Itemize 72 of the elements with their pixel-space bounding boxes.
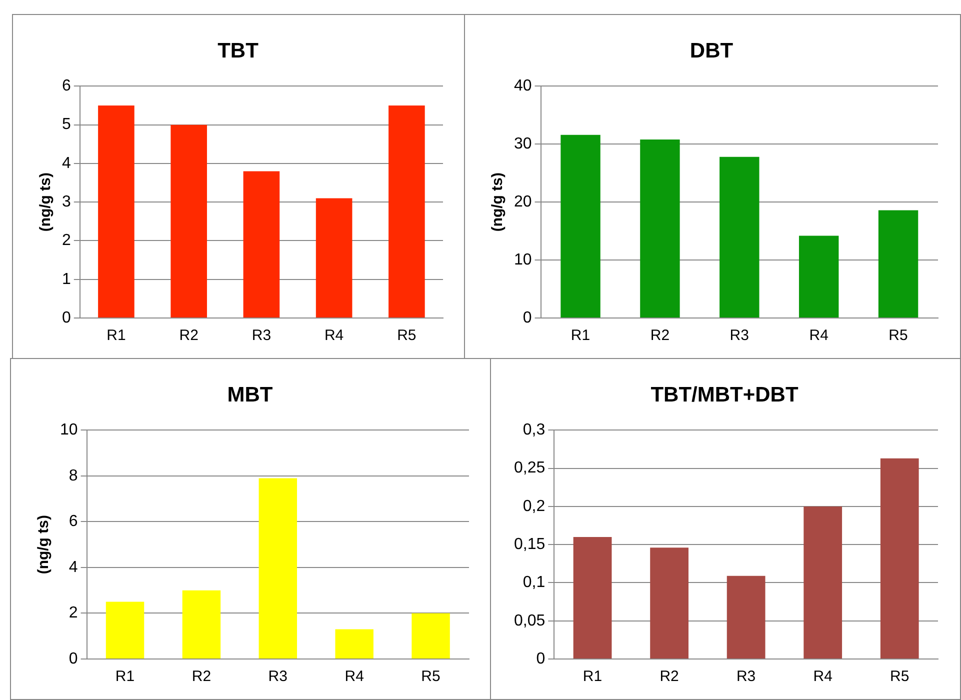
x-tick-label: R5	[421, 668, 440, 686]
y-tick-label: 6	[68, 513, 78, 530]
x-tick-label: R4	[813, 668, 832, 686]
y-tick-label: 40	[514, 78, 532, 95]
x-tick-label: R5	[888, 327, 908, 344]
bar	[640, 140, 680, 318]
chart-title: MBT	[227, 383, 273, 406]
y-tick-label: 10	[514, 251, 532, 268]
x-tick-label: R3	[736, 668, 756, 686]
y-tick-label: 20	[514, 194, 532, 211]
bar	[106, 602, 144, 658]
y-axis-title: (ng/g ts)	[35, 515, 52, 574]
x-tick-label: R1	[582, 668, 602, 686]
y-tick-label: 3	[62, 194, 71, 211]
x-tick-label: R1	[115, 668, 135, 686]
x-tick-label: R2	[192, 668, 212, 686]
bar	[316, 198, 352, 318]
bar	[98, 106, 134, 318]
x-tick-label: R4	[809, 327, 828, 344]
chart-title: TBT	[218, 39, 259, 62]
x-tick-label: R5	[397, 327, 416, 344]
bar	[170, 124, 207, 318]
y-axis-title: (ng/g ts)	[489, 172, 506, 232]
y-tick-label: 0,3	[522, 422, 546, 439]
bar	[258, 478, 298, 658]
y-tick-label: 6	[62, 78, 71, 95]
y-tick-label: 0	[522, 309, 532, 326]
y-tick-label: 8	[68, 467, 78, 484]
y-tick-label: 0,05	[514, 612, 546, 630]
x-tick-label: R3	[730, 327, 749, 344]
bar	[182, 590, 221, 658]
y-axis-title: (ng/g ts)	[37, 172, 54, 232]
x-tick-label: R4	[324, 327, 344, 344]
y-tick-label: 4	[62, 154, 71, 172]
y-tick-label: 2	[68, 604, 78, 622]
bar	[726, 576, 766, 658]
bar	[335, 629, 374, 658]
x-tick-label: R1	[106, 327, 126, 344]
x-tick-label: R2	[650, 327, 670, 344]
y-tick-label: 0,1	[522, 574, 546, 592]
y-tick-label: 0,25	[514, 460, 546, 477]
bar	[880, 458, 919, 658]
bar	[720, 156, 760, 318]
y-tick-label: 5	[62, 116, 71, 134]
bar	[798, 236, 839, 318]
y-tick-label: 2	[62, 232, 71, 250]
bar	[573, 536, 612, 658]
y-tick-label: 0,15	[514, 536, 546, 554]
y-tick-label: 10	[60, 422, 78, 439]
y-tick-label: 0	[62, 309, 71, 326]
chart-title: TBT/MBT+DBT	[650, 383, 798, 406]
y-tick-label: 4	[68, 558, 78, 576]
x-tick-label: R2	[660, 668, 679, 686]
bar	[388, 106, 425, 318]
bar	[650, 548, 688, 658]
bar	[412, 613, 450, 658]
bar	[560, 134, 600, 318]
bar	[878, 210, 918, 318]
y-tick-label: 30	[514, 136, 532, 153]
x-tick-label: R4	[344, 668, 364, 686]
y-tick-label: 0	[68, 650, 78, 668]
y-tick-label: 0	[536, 650, 546, 668]
x-tick-label: R5	[890, 668, 910, 686]
bar	[804, 506, 842, 658]
x-tick-label: R3	[268, 668, 288, 686]
x-tick-label: R2	[179, 327, 198, 344]
x-tick-label: R1	[570, 327, 590, 344]
chart-title: DBT	[690, 39, 734, 62]
y-tick-label: 1	[62, 270, 71, 288]
bar	[243, 171, 280, 318]
y-tick-label: 0,2	[522, 498, 546, 515]
x-tick-label: R3	[252, 327, 272, 344]
